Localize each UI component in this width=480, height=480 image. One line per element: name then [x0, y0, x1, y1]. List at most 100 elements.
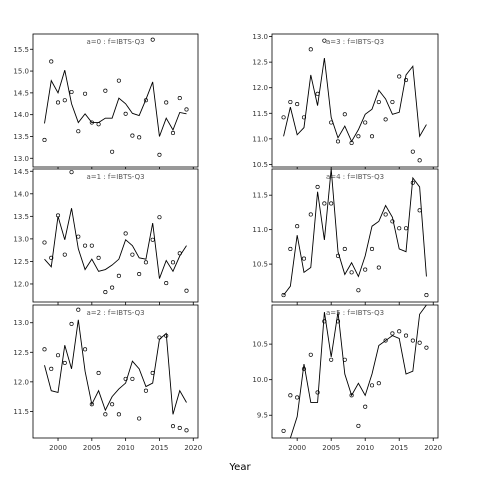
observed-point: [403, 226, 409, 231]
y-tick-label: 15.0: [13, 68, 29, 76]
observed-point: [110, 402, 115, 407]
observed-point: [42, 240, 47, 245]
y-tick-label: 12.0: [252, 84, 268, 92]
observed-point: [96, 122, 101, 127]
observed-point: [110, 149, 115, 154]
observed-point: [308, 212, 313, 217]
observed-point: [335, 253, 341, 258]
plot-area: [281, 169, 429, 298]
observed-point: [295, 224, 300, 229]
y-tick-label: 14.0: [13, 190, 29, 198]
observed-point: [329, 201, 334, 206]
panel-frame: [32, 168, 199, 303]
y-tick-label: 12.5: [13, 258, 29, 266]
observed-point: [150, 370, 155, 376]
observed-point: [342, 112, 347, 117]
observed-point: [143, 98, 148, 103]
panel-strip-label: a=2 : f=IBTS-Q3: [86, 309, 144, 317]
observed-point: [76, 307, 81, 312]
observed-point: [281, 293, 286, 298]
observed-point: [184, 107, 189, 112]
observed-point: [308, 47, 313, 52]
observed-point: [342, 246, 347, 251]
y-tick-label: 10.5: [252, 261, 268, 269]
observed-point: [383, 117, 388, 122]
observed-point: [329, 357, 334, 362]
observed-point: [424, 345, 429, 350]
panel-strip-label: a=1 : f=IBTS-Q3: [86, 173, 144, 181]
panel-strip-label: a=3 : f=IBTS-Q3: [326, 38, 384, 46]
y-tick-label: 11.5: [13, 408, 29, 416]
panel-frame: [271, 304, 439, 439]
observed-point: [424, 293, 429, 298]
observed-point: [103, 290, 108, 295]
y-tick-label: 13.5: [13, 213, 29, 221]
observed-point: [83, 243, 88, 248]
plot-area: [281, 38, 427, 163]
observed-point: [157, 152, 162, 157]
observed-point: [170, 424, 176, 429]
y-tick-label: 14.5: [13, 89, 29, 97]
panel-frame: [32, 304, 199, 439]
observed-point: [356, 423, 361, 428]
plot-area: [42, 307, 189, 433]
observed-point: [164, 333, 169, 338]
observed-point: [170, 260, 176, 265]
observed-point: [403, 77, 409, 83]
y-tick-label: 14.0: [13, 111, 29, 119]
observed-point: [123, 111, 128, 116]
observed-point: [143, 260, 148, 265]
plot-area: [42, 170, 189, 295]
observed-point: [76, 234, 81, 239]
y-tick-label: 13.0: [13, 235, 29, 243]
observed-point: [349, 270, 354, 275]
observed-point: [164, 100, 169, 105]
plot-area: [281, 305, 429, 438]
observed-point: [315, 390, 320, 395]
fitted-series-line: [44, 208, 187, 279]
x-tick-label: 2015: [151, 444, 169, 452]
observed-point: [89, 243, 94, 248]
fitted-series-line: [44, 319, 187, 415]
observed-point: [116, 78, 121, 83]
observed-point: [96, 370, 101, 376]
y-tick-label: 9.5: [257, 412, 268, 420]
y-tick-label: 12.0: [13, 280, 29, 288]
x-tick-label: 2020: [424, 444, 442, 452]
y-tick-label: 13.0: [13, 155, 29, 163]
observed-point: [397, 74, 402, 79]
x-axis-title: Year: [228, 462, 251, 473]
observed-point: [315, 184, 320, 189]
observed-point: [301, 256, 307, 261]
observed-point: [281, 115, 286, 120]
panel-frame: [271, 168, 439, 303]
observed-point: [390, 219, 395, 224]
panel-frame: [32, 33, 199, 168]
y-tick-label: 11.0: [252, 135, 268, 143]
y-tick-label: 13.0: [13, 319, 29, 327]
observed-point: [397, 226, 402, 231]
observed-point: [410, 180, 415, 185]
observed-point: [288, 246, 293, 251]
observed-point: [116, 412, 121, 417]
observed-point: [315, 91, 320, 96]
y-tick-label: 12.5: [252, 59, 268, 67]
chart-panel-left-1: a=0 : f=IBTS-Q3 13.0 13.5 14.0 14.5 15.0 15.5: [13, 33, 199, 170]
observed-point: [410, 149, 415, 154]
observed-point: [177, 96, 182, 101]
x-tick-label: 2020: [184, 444, 202, 452]
observed-point: [76, 129, 81, 134]
observed-point: [83, 91, 88, 96]
panels: a=0 : f=IBTS-Q313.013.514.014.515.015.5a…: [13, 33, 442, 452]
chart-panel-left-3: a=2 : f=IBTS-Q3 11.5 12.0 12.5 13.0 2000 2005 2…: [13, 304, 202, 452]
observed-point: [164, 281, 169, 286]
observed-point: [89, 120, 94, 125]
observed-point: [184, 288, 189, 293]
y-tick-label: 10.5: [252, 161, 268, 169]
chart-panel-left-2: a=1 : f=IBTS-Q3 12.0 12.5 13.0 13.5 14.0 14.5: [13, 168, 199, 305]
observed-point: [397, 329, 402, 334]
fitted-series-line: [44, 70, 187, 137]
observed-point: [103, 88, 108, 93]
observed-point: [96, 255, 101, 260]
